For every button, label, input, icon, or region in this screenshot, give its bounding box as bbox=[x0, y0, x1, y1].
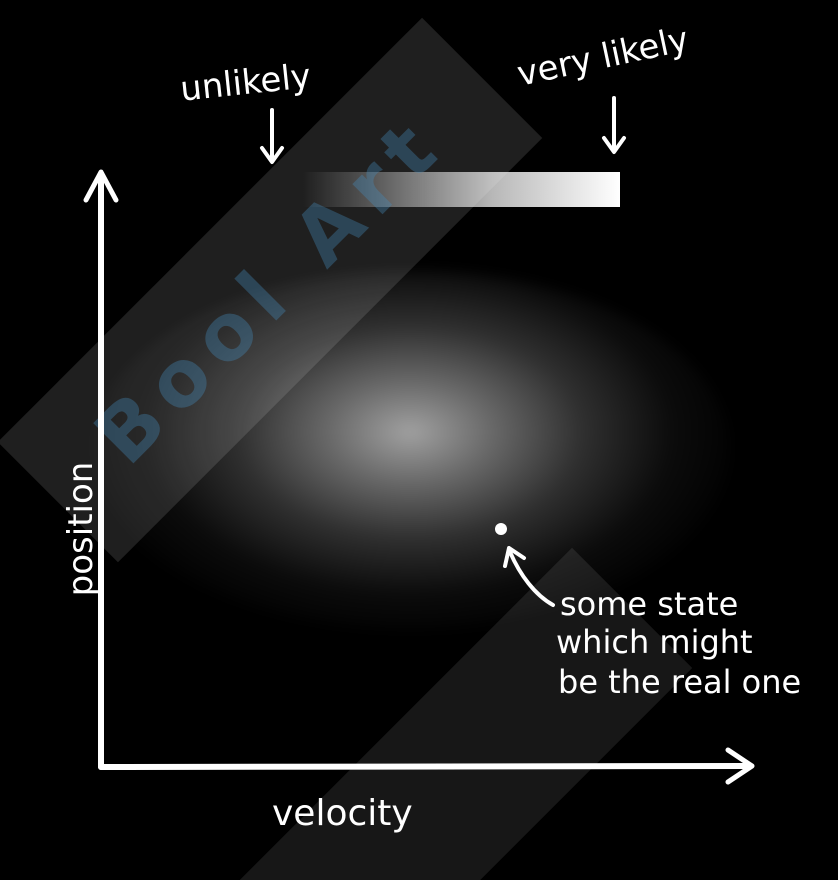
state-dot bbox=[495, 523, 507, 535]
x-axis-arrowhead bbox=[725, 747, 755, 785]
x-axis-line bbox=[98, 763, 751, 770]
callout-arrow bbox=[508, 550, 555, 607]
x-axis-label: velocity bbox=[272, 793, 413, 834]
probability-distribution bbox=[90, 270, 730, 630]
very-likely-arrowhead bbox=[602, 136, 626, 154]
callout-line-3: be the real one bbox=[558, 663, 802, 701]
unlikely-arrowhead bbox=[260, 146, 284, 164]
likelihood-gradient-bar bbox=[302, 172, 620, 207]
y-axis-arrowhead bbox=[83, 169, 119, 203]
callout-arrowhead bbox=[503, 546, 526, 568]
callout-line-1: some state bbox=[560, 585, 739, 623]
callout-line-2: which might bbox=[556, 623, 753, 661]
y-axis-label: position bbox=[61, 461, 101, 597]
